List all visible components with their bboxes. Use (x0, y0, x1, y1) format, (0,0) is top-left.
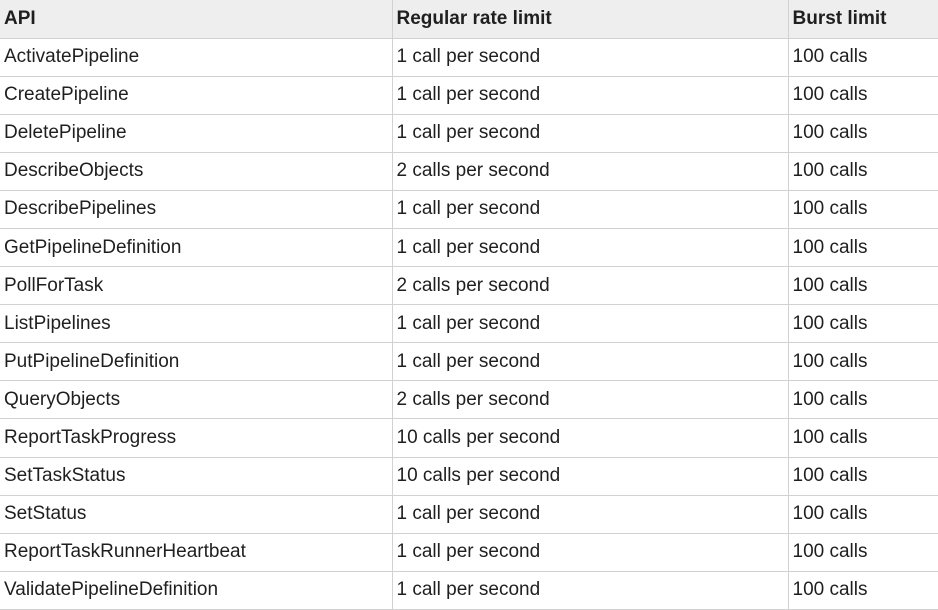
cell-api: QueryObjects (0, 380, 393, 420)
cell-regular-rate: 2 calls per second (392, 266, 789, 306)
cell-regular-rate: 1 call per second (392, 228, 789, 268)
cell-burst-limit: 100 calls (788, 190, 938, 229)
cell-regular-rate: 1 call per second (392, 38, 789, 77)
cell-burst-limit: 100 calls (788, 228, 938, 268)
cell-burst-limit: 100 calls (788, 76, 938, 115)
cell-api: SetTaskStatus (0, 457, 393, 496)
table-row: ReportTaskRunnerHeartbeat 1 call per sec… (0, 533, 938, 572)
header-row: API Regular rate limit Burst limit (0, 0, 938, 39)
cell-regular-rate: 1 call per second (392, 495, 789, 534)
cell-burst-limit: 100 calls (788, 38, 938, 77)
cell-regular-rate: 10 calls per second (392, 457, 789, 496)
cell-api: CreatePipeline (0, 76, 393, 115)
cell-burst-limit: 100 calls (788, 457, 938, 496)
cell-burst-limit: 100 calls (788, 114, 938, 153)
cell-burst-limit: 100 calls (788, 266, 938, 306)
cell-burst-limit: 100 calls (788, 304, 938, 344)
cell-api: DeletePipeline (0, 114, 393, 153)
cell-burst-limit: 100 calls (788, 418, 938, 458)
cell-regular-rate: 10 calls per second (392, 418, 789, 458)
cell-api: DescribePipelines (0, 190, 393, 229)
cell-burst-limit: 100 calls (788, 533, 938, 572)
cell-regular-rate: 1 call per second (392, 190, 789, 229)
table-row: DescribeObjects 2 calls per second 100 c… (0, 152, 938, 191)
table-row: PollForTask 2 calls per second 100 calls (0, 266, 938, 306)
cell-burst-limit: 100 calls (788, 380, 938, 420)
table-row: ActivatePipeline 1 call per second 100 c… (0, 38, 938, 77)
cell-api: DescribeObjects (0, 152, 393, 191)
table-row: DescribePipelines 1 call per second 100 … (0, 190, 938, 229)
table-row: ReportTaskProgress 10 calls per second 1… (0, 418, 938, 458)
table-row: QueryObjects 2 calls per second 100 call… (0, 380, 938, 420)
cell-api: ActivatePipeline (0, 38, 393, 77)
table-body: ActivatePipeline 1 call per second 100 c… (0, 38, 938, 610)
table-row: SetTaskStatus 10 calls per second 100 ca… (0, 457, 938, 496)
cell-api: ListPipelines (0, 304, 393, 344)
cell-regular-rate: 2 calls per second (392, 152, 789, 191)
cell-burst-limit: 100 calls (788, 571, 938, 610)
cell-api: PutPipelineDefinition (0, 342, 393, 382)
header-api: API (0, 0, 393, 39)
table-row: ValidatePipelineDefinition 1 call per se… (0, 571, 938, 610)
table-row: ListPipelines 1 call per second 100 call… (0, 304, 938, 344)
table-row: GetPipelineDefinition 1 call per second … (0, 228, 938, 268)
header-burst-limit: Burst limit (788, 0, 938, 39)
cell-burst-limit: 100 calls (788, 152, 938, 191)
cell-burst-limit: 100 calls (788, 342, 938, 382)
header-regular-rate-limit: Regular rate limit (392, 0, 789, 39)
cell-burst-limit: 100 calls (788, 495, 938, 534)
cell-api: GetPipelineDefinition (0, 228, 393, 268)
cell-regular-rate: 1 call per second (392, 76, 789, 115)
cell-regular-rate: 1 call per second (392, 533, 789, 572)
cell-regular-rate: 1 call per second (392, 114, 789, 153)
cell-api: SetStatus (0, 495, 393, 534)
cell-api: PollForTask (0, 266, 393, 306)
table-row: SetStatus 1 call per second 100 calls (0, 495, 938, 534)
cell-api: ValidatePipelineDefinition (0, 571, 393, 610)
cell-api: ReportTaskProgress (0, 418, 393, 458)
cell-api: ReportTaskRunnerHeartbeat (0, 533, 393, 572)
table-row: DeletePipeline 1 call per second 100 cal… (0, 114, 938, 153)
cell-regular-rate: 1 call per second (392, 342, 789, 382)
cell-regular-rate: 2 calls per second (392, 380, 789, 420)
cell-regular-rate: 1 call per second (392, 571, 789, 610)
table-header: API Regular rate limit Burst limit (0, 0, 938, 39)
table-row: CreatePipeline 1 call per second 100 cal… (0, 76, 938, 115)
cell-regular-rate: 1 call per second (392, 304, 789, 344)
table-row: PutPipelineDefinition 1 call per second … (0, 342, 938, 382)
